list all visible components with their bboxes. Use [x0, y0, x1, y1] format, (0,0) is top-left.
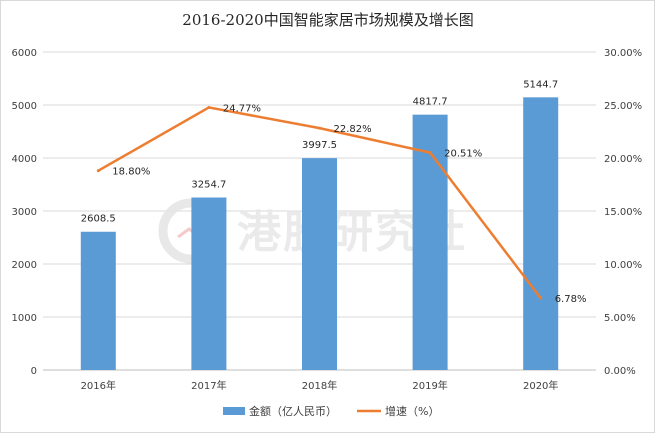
legend-label-growth: 增速（%） — [385, 404, 439, 418]
chart-title: 2016-2020中国智能家居市场规模及增长图 — [182, 11, 473, 29]
line-point — [539, 296, 543, 300]
axis-labels: 0 0.00% 1000 5.00% 2000 10.00% 3000 15.00% 4000 2… — [12, 48, 643, 392]
x-tick-label: 2019年 — [412, 379, 447, 392]
y-left-tick-label: 5000 — [12, 101, 37, 112]
line-point — [428, 151, 432, 155]
y-right-tick-label: 30.00% — [604, 48, 642, 59]
y-left-tick-label: 6000 — [12, 48, 37, 59]
y-right-tick-label: 5.00% — [604, 313, 636, 324]
line-data-label: 24.77% — [223, 103, 261, 114]
bar-data-label: 5144.7 — [523, 79, 558, 90]
bar — [191, 197, 227, 370]
bar — [412, 114, 448, 371]
bar-data-label: 3254.7 — [191, 180, 226, 191]
y-left-tick-label: 3000 — [12, 207, 37, 218]
y-left-tick-label: 2000 — [12, 260, 37, 271]
y-left-tick-label: 1000 — [12, 313, 37, 324]
x-tick-label: 2018年 — [302, 379, 337, 392]
bar-series — [80, 97, 559, 371]
x-tick-label: 2016年 — [81, 379, 116, 392]
line-point — [96, 169, 100, 173]
line-point — [318, 126, 321, 130]
x-tick-label: 2017年 — [191, 379, 226, 392]
y-left-tick-label: 0 — [31, 366, 37, 377]
bar — [523, 97, 559, 370]
bar — [80, 231, 116, 370]
line-data-label: 18.80% — [112, 167, 150, 178]
bar — [302, 158, 337, 370]
x-tick-label: 2020年 — [523, 379, 558, 392]
line-data-label: 22.82% — [334, 124, 372, 135]
y-right-tick-label: 0.00% — [604, 366, 636, 377]
y-right-tick-label: 10.00% — [604, 260, 642, 271]
y-right-tick-label: 15.00% — [604, 207, 642, 218]
y-left-tick-label: 4000 — [12, 154, 37, 165]
legend-label-amount: 金额（亿人民币） — [249, 404, 337, 418]
bar-data-label: 3997.5 — [302, 140, 337, 151]
y-right-tick-label: 25.00% — [604, 101, 642, 112]
bar-data-label: 4817.7 — [413, 97, 448, 108]
line-data-label: 6.78% — [555, 294, 587, 305]
y-right-tick-label: 20.00% — [604, 154, 642, 165]
legend: 金额（亿人民币） 增速（%） — [223, 404, 439, 418]
line-data-label: 20.51% — [444, 149, 482, 160]
line-point — [207, 105, 211, 109]
bar-data-label: 2608.5 — [81, 214, 116, 225]
legend-swatch-bar — [223, 407, 245, 415]
data-labels: 2608.5 3254.7 3997.5 4817.7 5144.7 18.80% 24.7… — [81, 79, 587, 305]
line-series — [96, 105, 543, 300]
